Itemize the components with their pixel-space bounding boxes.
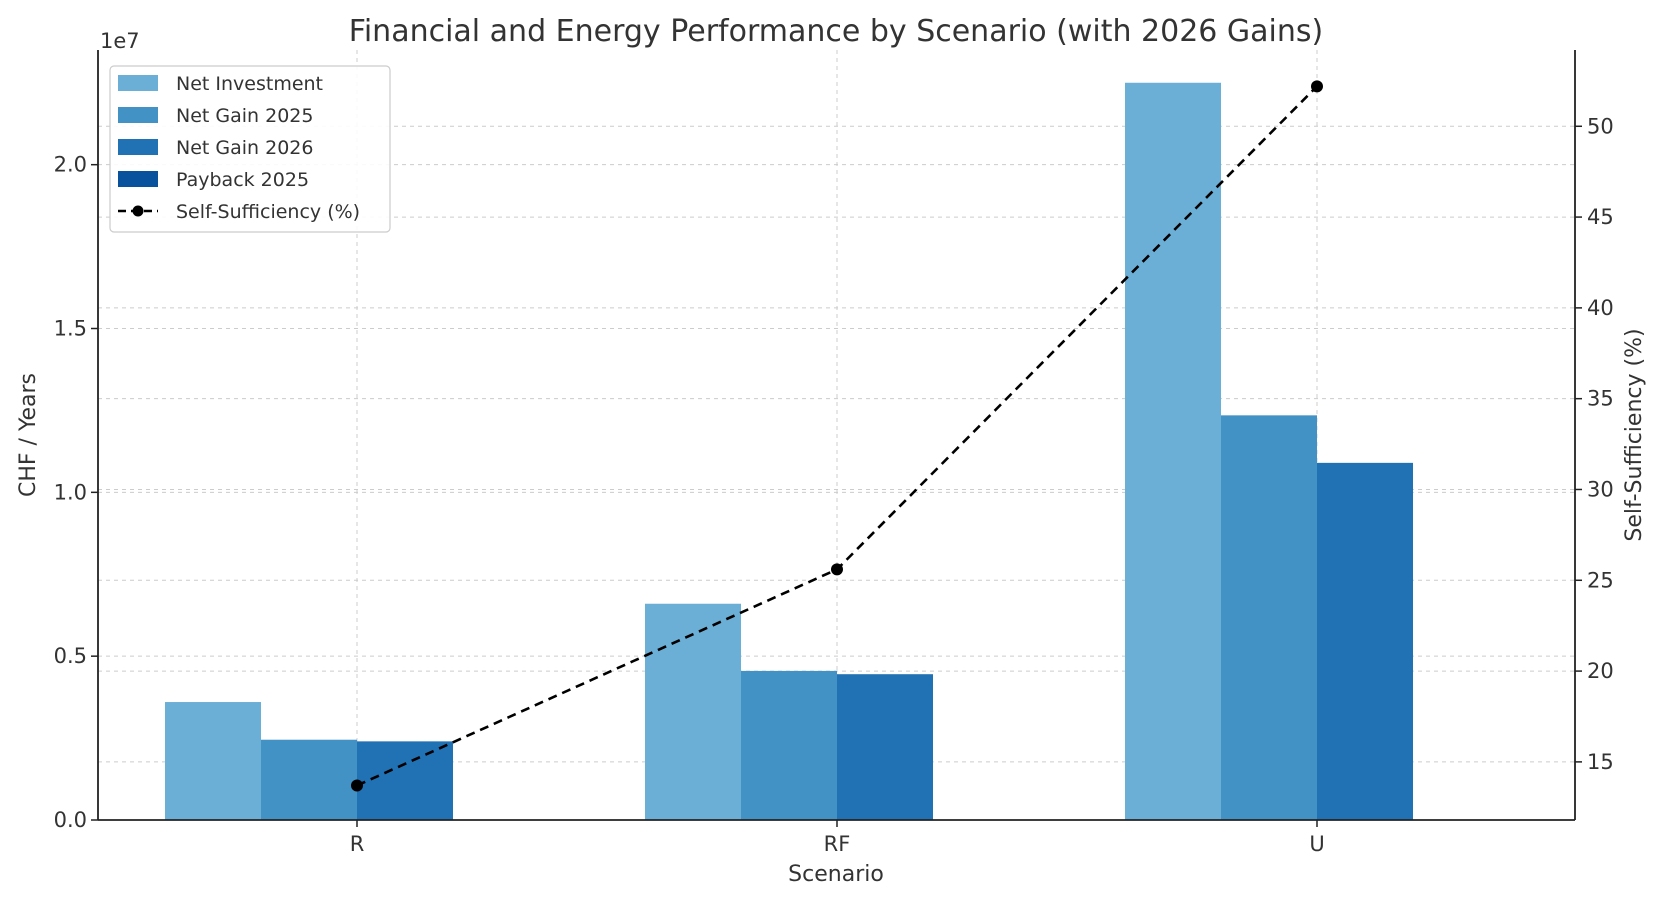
y-tick-label: 0.5 xyxy=(54,644,87,668)
bar-net-gain-2026 xyxy=(837,674,933,820)
y2-tick-label: 35 xyxy=(1587,387,1614,411)
bar-net-investment xyxy=(1125,82,1221,820)
legend-marker xyxy=(132,205,144,217)
y-tick-label: 2.0 xyxy=(54,153,87,177)
legend: Net Investment Net Gain 2025 Net Gain 2026… xyxy=(109,65,391,233)
bar-net-investment xyxy=(165,702,261,820)
bar-net-gain-2025 xyxy=(1221,415,1317,820)
legend-label: Net Gain 2026 xyxy=(176,137,313,159)
x-tick-label: RF xyxy=(824,832,851,856)
bar-net-gain-2025 xyxy=(741,670,837,820)
bar-net-gain-2026 xyxy=(357,741,453,820)
self-sufficiency-point xyxy=(1311,80,1323,93)
legend-swatch xyxy=(118,107,158,123)
y2-tick-label: 20 xyxy=(1587,659,1614,683)
y-tick-label: 1.5 xyxy=(54,317,87,341)
y-tick-label: 1.0 xyxy=(54,480,87,504)
y2-axis-label: Self-Sufficiency (%) xyxy=(1622,328,1647,541)
bar-net-gain-2025 xyxy=(261,739,357,820)
y2-tick-label: 50 xyxy=(1587,114,1614,138)
y2-tick-label: 45 xyxy=(1587,205,1614,229)
y2-tick-label: 40 xyxy=(1587,296,1614,320)
bars-layer xyxy=(165,82,1413,820)
bar-net-investment xyxy=(645,603,741,820)
legend-label: Self-Sufficiency (%) xyxy=(176,201,360,223)
legend-swatch xyxy=(118,75,158,91)
x-tick-label: R xyxy=(350,832,365,856)
x-tick-label: U xyxy=(1309,832,1324,856)
y-axis-offset-label: 1e7 xyxy=(100,29,140,53)
y-axis-label: CHF / Years xyxy=(16,373,41,497)
chart-title: Financial and Energy Performance by Scen… xyxy=(349,14,1323,49)
self-sufficiency-point xyxy=(831,563,843,576)
y2-tick-label: 25 xyxy=(1587,568,1614,592)
x-axis-label: Scenario xyxy=(788,862,884,887)
legend-label: Net Gain 2025 xyxy=(176,105,313,127)
legend-swatch xyxy=(118,139,158,155)
legend-label: Net Investment xyxy=(176,73,323,95)
legend-label: Payback 2025 xyxy=(176,169,309,191)
line-layer xyxy=(351,80,1323,792)
y-tick-label: 0.0 xyxy=(54,808,87,832)
y2-tick-label: 30 xyxy=(1587,477,1614,501)
ticks-layer: 0.0 0.5 1.0 1.5 2.0 15 20 25 30 35 40 45 50 R RF U xyxy=(54,114,1614,856)
y2-tick-label: 15 xyxy=(1587,750,1614,774)
legend-swatch xyxy=(118,171,158,187)
legend-box xyxy=(109,65,391,233)
bar-net-gain-2026 xyxy=(1317,462,1413,820)
self-sufficiency-point xyxy=(351,779,363,792)
